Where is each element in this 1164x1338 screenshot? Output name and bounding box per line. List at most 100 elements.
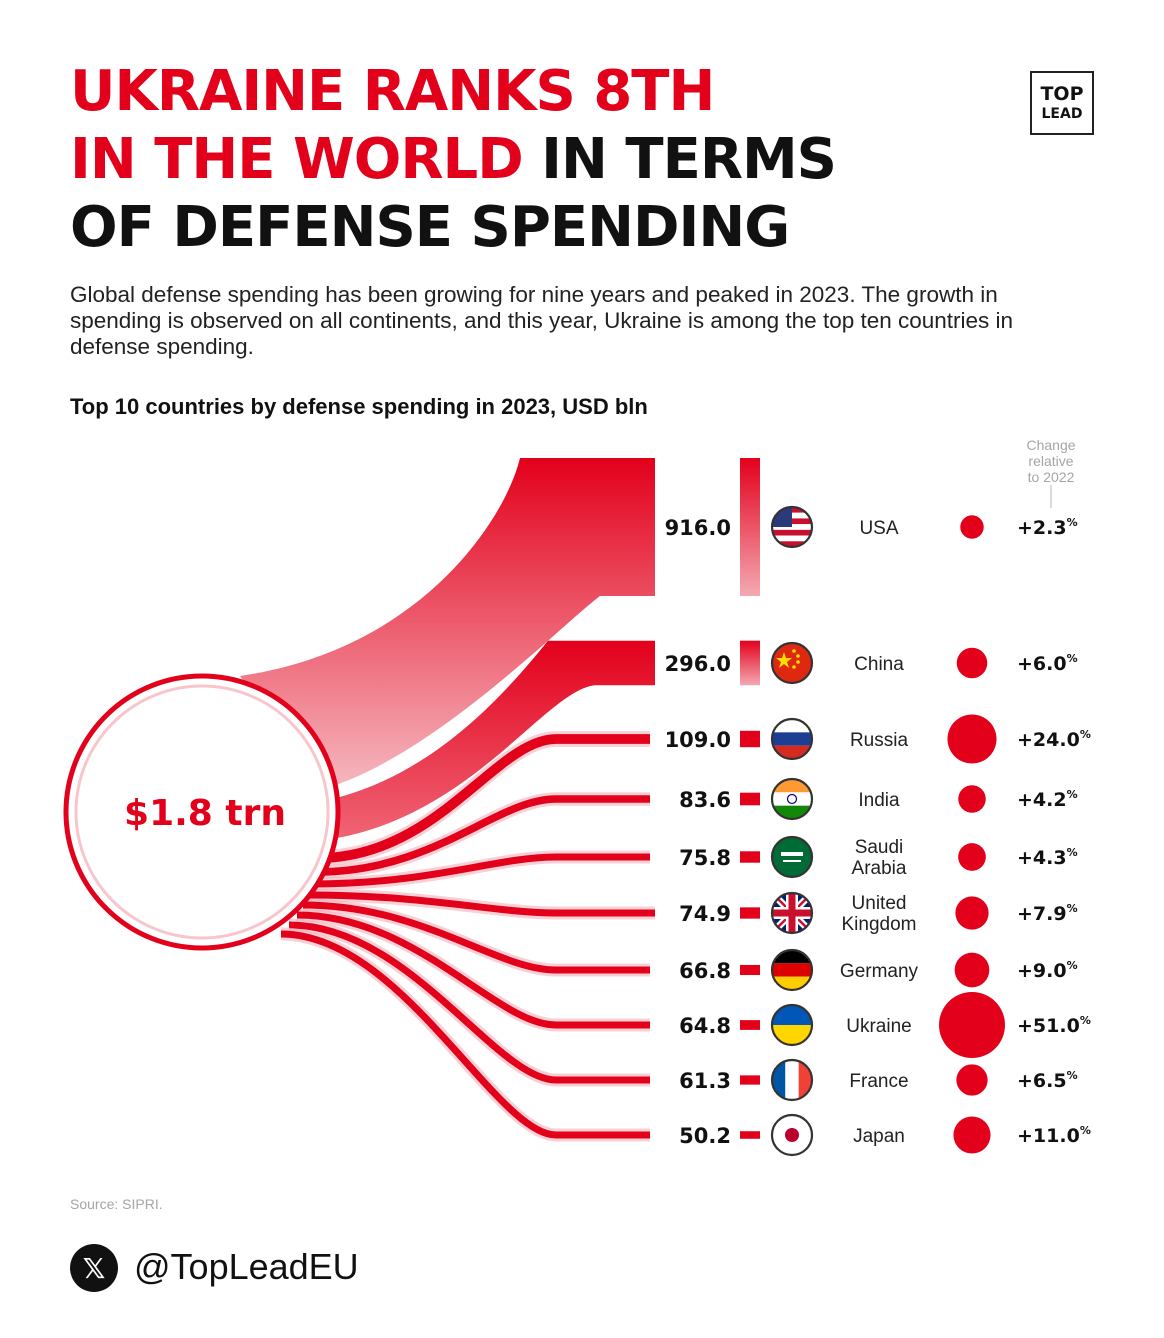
flag-ring: [770, 717, 814, 761]
country-label: India: [858, 790, 900, 811]
value-bar: [740, 1131, 760, 1139]
value-label: 83.6: [679, 788, 731, 812]
row-united-kingdom: 74.9 United Kingdom +7.9%: [679, 891, 1078, 935]
page-title: UKRAINE RANKS 8TH IN THE WORLD IN TERMS OF…: [70, 58, 837, 262]
source-note: Source: SIPRI.: [70, 1196, 163, 1212]
value-bar: [740, 907, 760, 919]
change-label: +11.0%: [1017, 1124, 1091, 1147]
change-bubble: [947, 714, 997, 764]
flag-ring: [770, 1113, 814, 1157]
value-label: 75.8: [679, 846, 731, 870]
row-saudi-arabia: 75.8 Saudi Arabia +4.3%: [679, 835, 1078, 879]
change-header-line: to 2022: [1028, 469, 1075, 485]
flag-ring: [770, 505, 814, 549]
change-label: +2.3%: [1017, 516, 1078, 539]
flag-ring: [770, 1058, 814, 1102]
value-label: 74.9: [679, 902, 731, 926]
value-bar: [740, 458, 760, 596]
value-label: 66.8: [679, 959, 731, 983]
row-india: 83.6 India +4.2%: [679, 777, 1078, 821]
flow-ribbon-ukraine: [296, 911, 650, 1029]
row-germany: 66.8 Germany +9.0%: [679, 948, 1078, 992]
top-lead-logo: TOP LEAD: [1030, 71, 1094, 135]
change-bubble: [958, 843, 986, 871]
value-label: 916.0: [665, 516, 731, 540]
total-hub-inner: [74, 684, 330, 940]
country-label: Saudi Arabia: [852, 837, 907, 879]
change-label: +7.9%: [1017, 902, 1078, 925]
row-france: 61.3 France +6.5%: [679, 1058, 1078, 1102]
flag-ring: [770, 1003, 814, 1047]
row-russia: 109.0 Russia +24.0%: [665, 714, 1091, 764]
change-bubble: [956, 647, 988, 679]
chart-title: Top 10 countries by defense spending in …: [70, 394, 648, 419]
total-label: $1.8 trn: [124, 793, 286, 834]
change-label: +6.5%: [1017, 1069, 1078, 1092]
saudi-arabia-flag-icon: [770, 835, 814, 879]
value-bar: [740, 640, 760, 686]
row-usa: 916.0 USA +2.3%: [665, 458, 1078, 596]
change-bubble: [939, 992, 1005, 1058]
flag-ring: [770, 891, 814, 935]
change-label: +6.0%: [1017, 652, 1078, 675]
value-label: 50.2: [679, 1124, 731, 1148]
flag-ring: [770, 777, 814, 821]
flow-ribbon-japan: [280, 930, 650, 1139]
change-label: +9.0%: [1017, 959, 1078, 982]
change-label: +51.0%: [1017, 1014, 1091, 1037]
flow-ribbon-russia: [317, 734, 650, 863]
change-header-line: relative: [1028, 453, 1073, 469]
country-label: Japan: [853, 1126, 905, 1147]
country-label: Ukraine: [846, 1016, 911, 1037]
row-china: 296.0 China +6.0%: [665, 640, 1078, 686]
country-label: China: [854, 654, 904, 675]
usa-flow-band: [240, 458, 655, 790]
flow-ribbon-germany: [302, 901, 650, 974]
france-flag-icon: [770, 1058, 814, 1102]
flag-ring: [770, 948, 814, 992]
usa-flag-icon: [770, 505, 814, 549]
logo-bottom-text: LEAD: [1041, 106, 1083, 122]
flow-bands: [240, 458, 655, 1142]
country-label: USA: [859, 518, 898, 539]
flag-ring: [770, 835, 814, 879]
social-handle[interactable]: @TopLeadEU: [134, 1246, 359, 1287]
change-bubble: [960, 515, 984, 539]
change-bubble: [953, 1116, 991, 1154]
flow-ribbon-india: [315, 795, 650, 876]
india-flag-icon: [770, 777, 814, 821]
flow-ribbon-saudi-arabia: [311, 853, 650, 888]
value-bar: [740, 730, 760, 748]
subtitle: Global defense spending has been growing…: [70, 282, 1014, 359]
change-bubble: [956, 1064, 988, 1096]
title-line-2-black: IN TERMS: [522, 127, 837, 192]
value-bar: [740, 851, 760, 863]
value-label: 64.8: [679, 1014, 731, 1038]
country-label: United Kingdom: [842, 893, 917, 935]
value-label: 296.0: [665, 652, 731, 676]
value-bar: [740, 792, 760, 806]
change-label: +4.2%: [1017, 788, 1078, 811]
flag-ring: [770, 641, 814, 685]
flow-ribbon-united-kingdom: [307, 891, 655, 917]
value-label: 109.0: [665, 728, 731, 752]
logo-top-text: TOP: [1040, 83, 1084, 105]
defense-spending-chart: $1.8 trn 916.0 USA +2.3% 296.0 China +6.0% 109…: [63, 437, 1091, 1157]
x-logo-icon[interactable]: 𝕏: [70, 1244, 118, 1292]
uk-flag-icon: [770, 891, 814, 935]
change-header-line: Change: [1026, 437, 1075, 453]
germany-flag-icon: [770, 948, 814, 992]
row-ukraine: 64.8 Ukraine +51.0%: [679, 992, 1091, 1058]
japan-flag-icon: [770, 1113, 814, 1157]
title-line-1: UKRAINE RANKS 8TH: [70, 59, 715, 124]
total-hub: $1.8 trn: [63, 673, 341, 951]
change-label: +24.0%: [1017, 728, 1091, 751]
china-flag-icon: [770, 641, 814, 685]
value-bar: [740, 1020, 760, 1030]
country-label: Germany: [840, 961, 919, 982]
chart-rows: 916.0 USA +2.3% 296.0 China +6.0% 109.0 Russia +…: [665, 458, 1091, 1157]
russia-flag-icon: [770, 717, 814, 761]
china-flow-band: [300, 640, 655, 840]
value-bar: [740, 964, 760, 976]
